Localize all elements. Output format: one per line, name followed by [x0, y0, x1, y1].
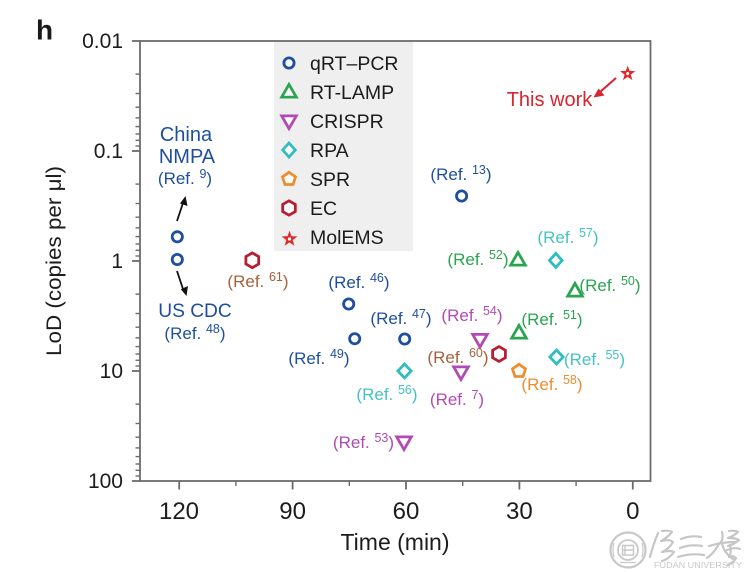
svg-text:(Ref. 52): (Ref. 52)	[447, 248, 508, 269]
svg-text:120: 120	[159, 498, 199, 525]
svg-text:LoD (copies per μl): LoD (copies per μl)	[43, 166, 66, 356]
svg-text:(Ref. 61): (Ref. 61)	[227, 270, 288, 291]
svg-text:CRISPR: CRISPR	[310, 111, 384, 133]
svg-text:(Ref. 53): (Ref. 53)	[333, 431, 394, 452]
svg-text:(Ref. 7): (Ref. 7)	[430, 388, 484, 409]
svg-text:EC: EC	[310, 198, 337, 220]
svg-text:(Ref. 54): (Ref. 54)	[441, 304, 502, 325]
svg-text:(Ref. 47): (Ref. 47)	[370, 307, 431, 328]
svg-text:SPR: SPR	[310, 169, 350, 191]
svg-text:100: 100	[88, 470, 123, 493]
svg-text:NMPA: NMPA	[159, 146, 216, 168]
svg-text:This work: This work	[507, 89, 594, 111]
svg-text:China: China	[160, 124, 213, 146]
svg-text:30: 30	[506, 498, 533, 525]
svg-text:(Ref. 55): (Ref. 55)	[564, 348, 625, 369]
svg-text:(Ref. 51): (Ref. 51)	[521, 308, 582, 329]
svg-text:(Ref. 9): (Ref. 9)	[158, 167, 212, 188]
svg-text:(Ref. 57): (Ref. 57)	[537, 226, 598, 247]
svg-text:90: 90	[279, 498, 306, 525]
svg-text:RPA: RPA	[310, 140, 349, 162]
svg-text:0.1: 0.1	[94, 140, 123, 163]
svg-text:(Ref. 48): (Ref. 48)	[164, 322, 225, 343]
svg-text:(Ref. 46): (Ref. 46)	[328, 271, 389, 292]
svg-text:0: 0	[626, 498, 639, 525]
svg-text:60: 60	[393, 498, 420, 525]
svg-text:(Ref. 58): (Ref. 58)	[521, 373, 582, 394]
svg-text:10: 10	[100, 360, 123, 383]
svg-text:US CDC: US CDC	[158, 301, 232, 322]
svg-text:FUDAN UNIVERSITY: FUDAN UNIVERSITY	[654, 561, 743, 570]
svg-text:(Ref. 49): (Ref. 49)	[288, 347, 349, 368]
svg-text:(Ref. 50): (Ref. 50)	[579, 274, 640, 295]
svg-text:1: 1	[111, 250, 123, 273]
svg-text:(Ref. 56): (Ref. 56)	[356, 383, 417, 404]
svg-text:qRT–PCR: qRT–PCR	[310, 53, 399, 75]
svg-text:0.01: 0.01	[82, 30, 123, 53]
svg-text:(Ref. 60): (Ref. 60)	[427, 346, 488, 367]
svg-text:h: h	[36, 15, 53, 46]
svg-text:(Ref. 13): (Ref. 13)	[430, 163, 491, 184]
svg-text:RT-LAMP: RT-LAMP	[310, 82, 394, 104]
svg-text:Time (min): Time (min)	[340, 529, 449, 555]
svg-text:MolEMS: MolEMS	[310, 227, 384, 249]
